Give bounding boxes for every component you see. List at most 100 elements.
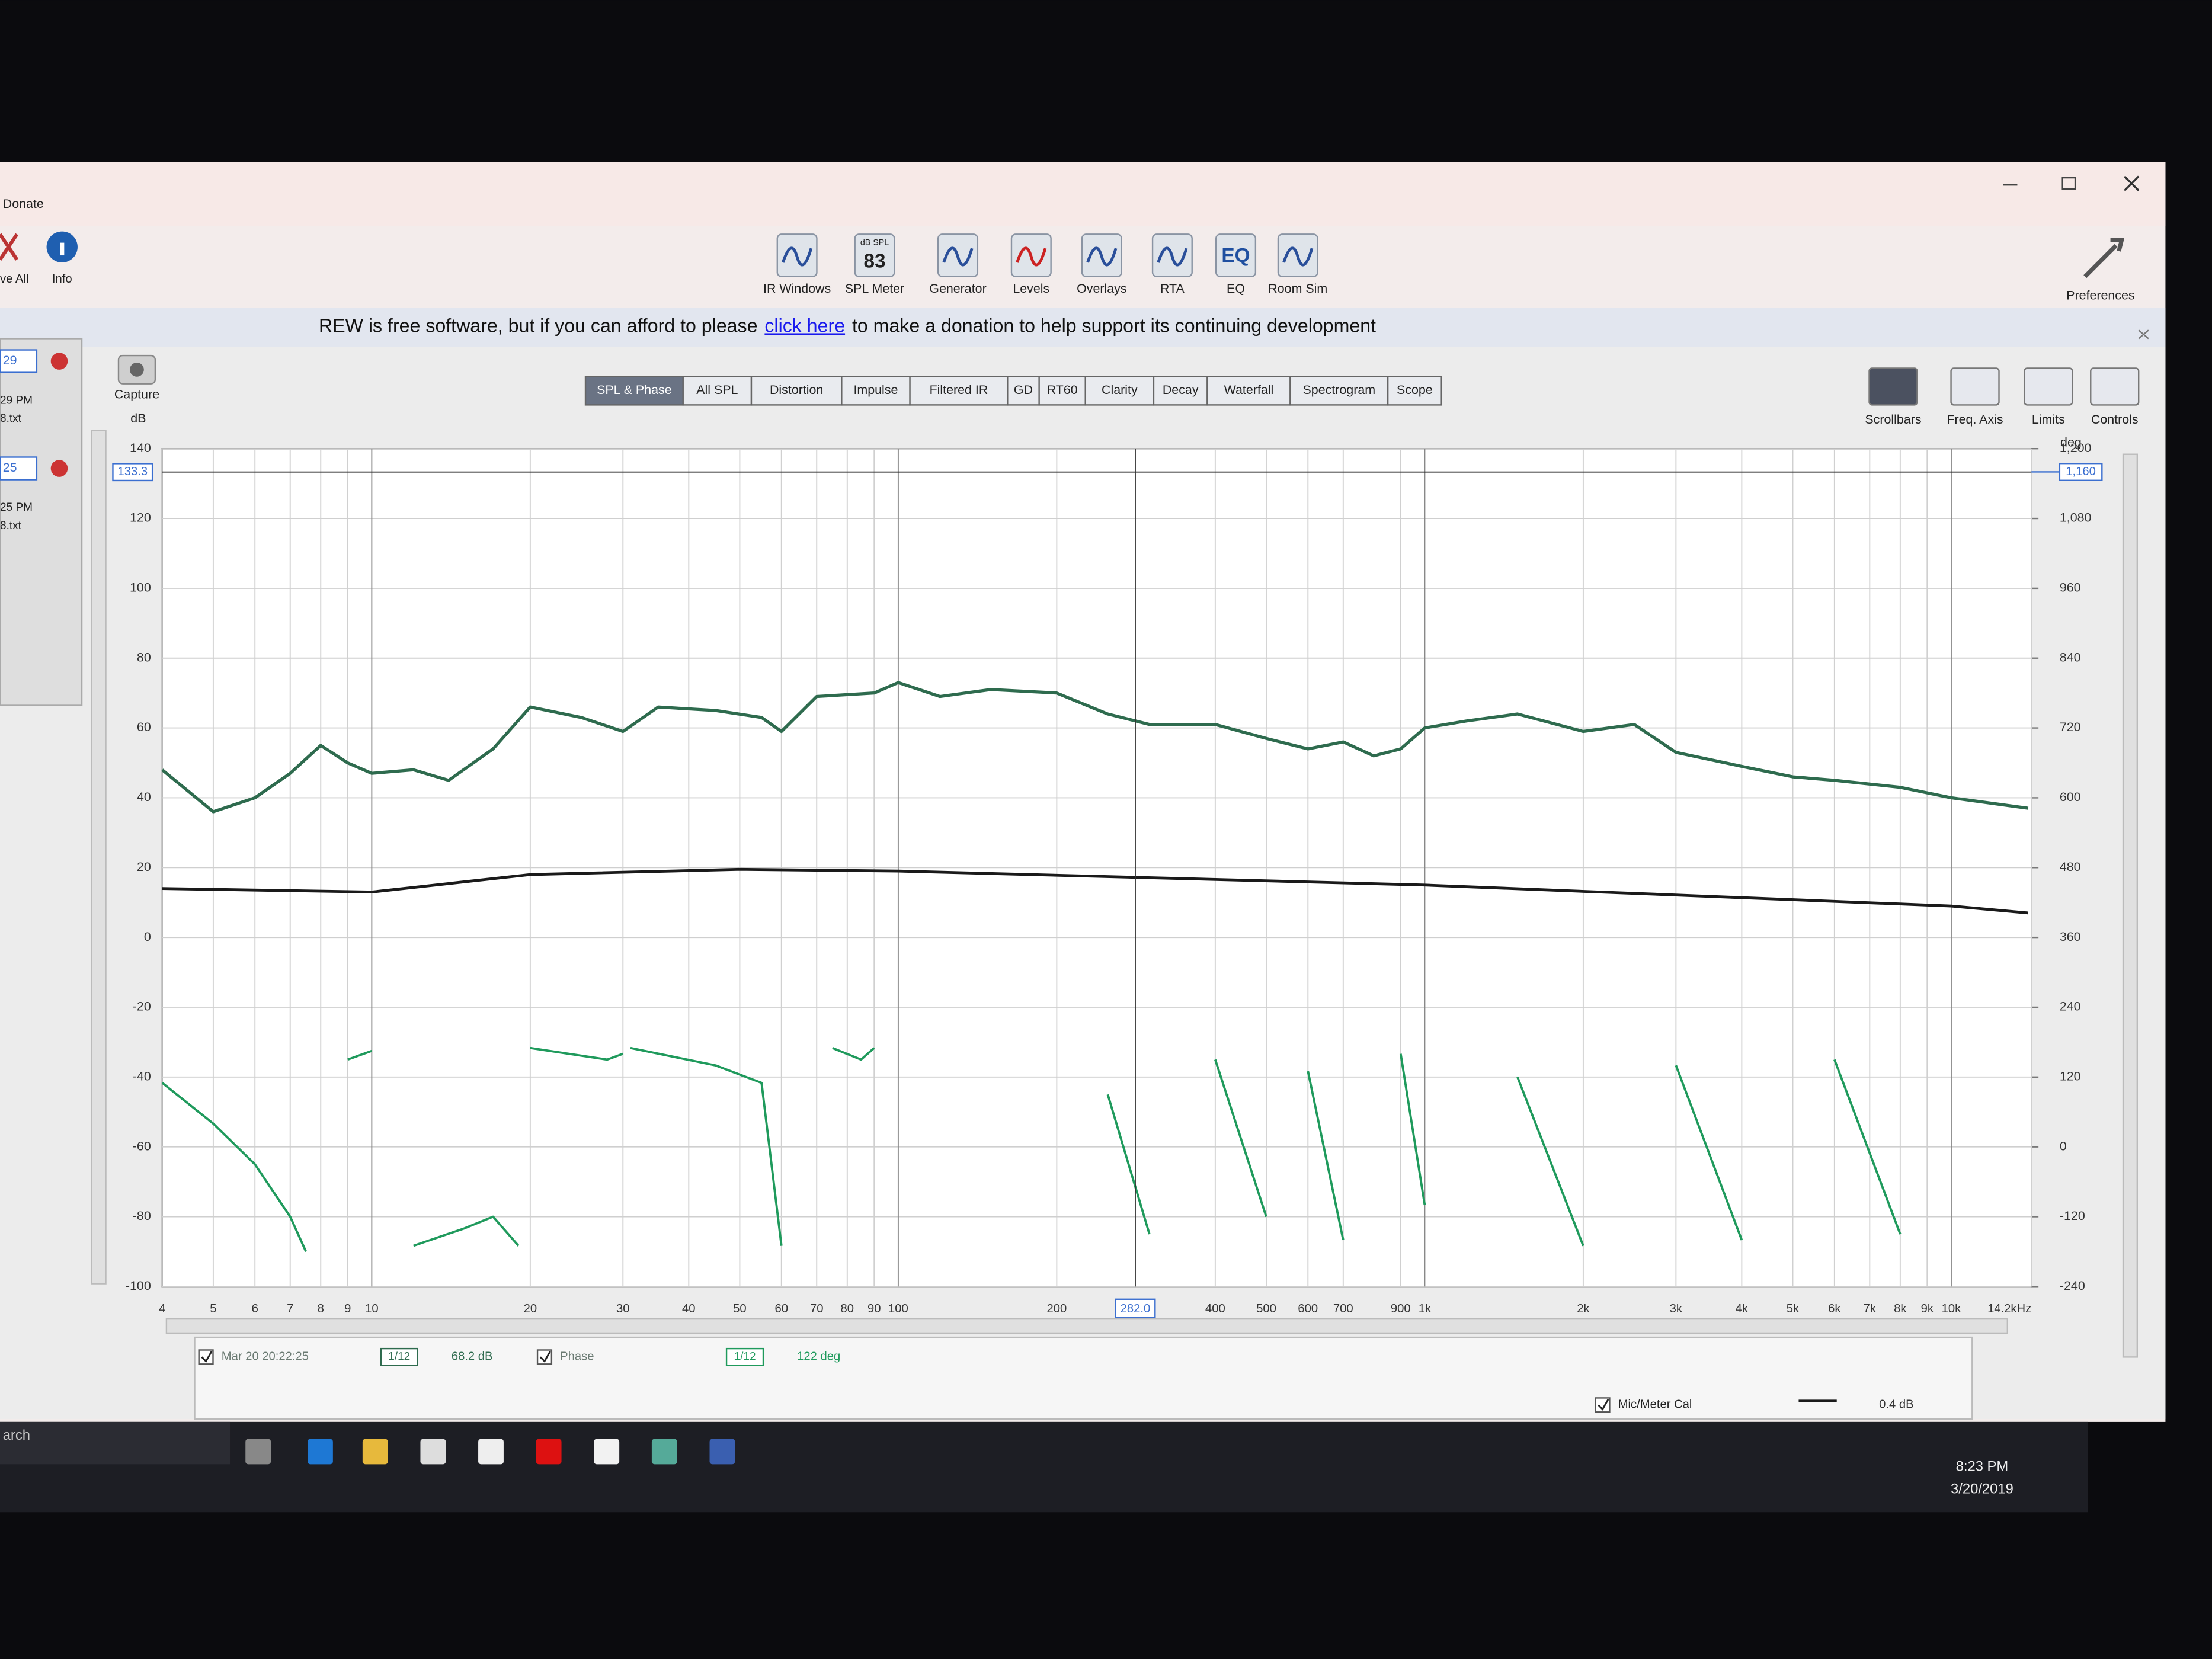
taskbar-app-icon[interactable]: [420, 1439, 446, 1465]
x-tick-label: 80: [841, 1302, 854, 1315]
graph-tool-icon[interactable]: [2024, 367, 2073, 406]
toolbar-button-label: SPL Meter: [845, 281, 904, 296]
legend-name: Mic/Meter Cal: [1618, 1398, 1692, 1411]
legend-readout: 122 deg: [797, 1350, 840, 1363]
x-tick-label: 7: [287, 1302, 293, 1315]
toolbar-button-label: Levels: [1013, 281, 1049, 296]
graph-tab[interactable]: [682, 376, 753, 406]
y-tick-label: 60: [137, 720, 151, 734]
toolbar-button-label: Generator: [929, 281, 986, 296]
x-tick-label: 3k: [1670, 1302, 1683, 1315]
graph-tab[interactable]: [1084, 376, 1155, 406]
graph-tab-label: Spectrogram: [1303, 383, 1376, 397]
taskbar-app-icon[interactable]: [651, 1439, 677, 1465]
toolbar-button-label: Info: [52, 273, 72, 286]
taskbar-app-icon[interactable]: [709, 1439, 735, 1465]
series-line: [161, 681, 2029, 814]
y2-tick-label: 480: [2060, 860, 2081, 874]
graph-tab-label: Scope: [1397, 383, 1433, 397]
measurement-id-box[interactable]: [0, 456, 38, 481]
y-tick-label: 40: [137, 790, 151, 804]
taskbar-app-icon[interactable]: [362, 1439, 388, 1465]
graph-tab[interactable]: [750, 376, 843, 406]
y2-tick-label: 720: [2060, 720, 2081, 734]
legend-readout: 0.4 dB: [1879, 1398, 1913, 1411]
banner-close[interactable]: [2138, 329, 2149, 340]
spl-badge-value: 83: [864, 251, 886, 273]
graph-tab[interactable]: [1153, 376, 1208, 406]
taskbar-app-icon[interactable]: [536, 1439, 562, 1465]
taskbar-app-icon[interactable]: [308, 1439, 333, 1465]
toolbar-glyph: [1016, 246, 1047, 267]
info-glyph: [60, 242, 65, 256]
smoothing-box[interactable]: [725, 1347, 764, 1366]
graph-tab[interactable]: [1206, 376, 1291, 406]
y-tick-label: -100: [126, 1279, 151, 1293]
banner-segment: REW is free software, but if you can aff…: [319, 315, 757, 337]
smoothing-label: 1/12: [734, 1350, 756, 1363]
measurement-id-box[interactable]: [0, 349, 38, 373]
taskbar-search: arch: [3, 1427, 30, 1443]
toolbar-icon[interactable]: [854, 233, 895, 277]
cursor-y-label: 133.3: [117, 465, 148, 478]
x-tick-label: 1k: [1419, 1302, 1432, 1315]
x-tick-label: 20: [524, 1302, 537, 1315]
graph-tab-label: All SPL: [696, 383, 738, 397]
title-bar: [0, 162, 2166, 226]
graph-tab[interactable]: [1007, 376, 1040, 406]
remove-measurement[interactable]: [50, 353, 68, 370]
x-tick-label: 5: [210, 1302, 216, 1315]
measurement-file: 8.txt: [0, 520, 22, 532]
y2-axis-label: deg: [2060, 435, 2082, 449]
toolbar-button-label: IR Windows: [763, 281, 831, 296]
remove-all-icon[interactable]: [0, 233, 19, 261]
legend-readout: 68.2 dB: [452, 1350, 493, 1363]
taskbar-app-icon[interactable]: [478, 1439, 504, 1465]
preferences-icon[interactable]: [2083, 238, 2125, 278]
search-box[interactable]: [0, 1421, 231, 1465]
graph-tool-icon[interactable]: [1950, 367, 2000, 406]
legend-name: Phase: [560, 1350, 594, 1363]
y-tick-label: -20: [133, 1000, 151, 1014]
toolbar-glyph: [1086, 246, 1118, 267]
measurement-time: 29 PM: [0, 394, 33, 406]
measurement-id: 25: [3, 460, 17, 475]
taskbar-app-icon[interactable]: [245, 1439, 271, 1465]
graph-tool-label: Limits: [2032, 412, 2065, 427]
restore-button[interactable]: [2061, 177, 2076, 190]
y-axis-label: dB: [130, 411, 146, 425]
y2-tick-label: 120: [2060, 1069, 2081, 1083]
measurement-list: [0, 338, 83, 706]
graph-tab-label: Decay: [1163, 383, 1199, 397]
remove-measurement[interactable]: [50, 460, 68, 477]
graph-tab-label: Waterfall: [1224, 383, 1274, 397]
x-tick-label: 9k: [1921, 1302, 1934, 1315]
taskbar-app-icon[interactable]: [594, 1439, 620, 1465]
x-scrollbar[interactable]: [165, 1318, 2008, 1334]
graph-tab[interactable]: [1387, 376, 1442, 406]
y-tick-label: 0: [144, 930, 151, 944]
graph-tab-label: Filtered IR: [930, 383, 988, 397]
y2-tick-label: -240: [2060, 1279, 2085, 1293]
graph-tab-label: RT60: [1047, 383, 1078, 397]
taskbar-date: 3/20/2019: [1951, 1481, 2013, 1497]
graph-tab[interactable]: [841, 376, 911, 406]
y-tick-label: 120: [130, 511, 151, 525]
y-tick-label: 80: [137, 650, 151, 664]
close-button[interactable]: [2124, 175, 2140, 191]
graph-tool-icon[interactable]: [2090, 367, 2140, 406]
toolbar-icon[interactable]: [1215, 233, 1257, 277]
cursor-x-label: 282.0: [1121, 1302, 1151, 1315]
donation-link[interactable]: click here: [764, 315, 845, 337]
smoothing-box[interactable]: [380, 1347, 418, 1366]
series-line: [162, 867, 2029, 915]
eq-icon-text: EQ: [1221, 245, 1250, 267]
graph-tab-label: Distortion: [770, 383, 823, 397]
y2-scrollbar[interactable]: [2122, 453, 2139, 1358]
graph-tab-label: Impulse: [853, 383, 898, 397]
graph-tab[interactable]: [584, 376, 684, 406]
y-scrollbar[interactable]: [91, 430, 107, 1285]
measurement-time: 25 PM: [0, 501, 33, 514]
smoothing-label: 1/12: [388, 1350, 410, 1363]
graph-tool-icon[interactable]: [1868, 367, 1918, 406]
